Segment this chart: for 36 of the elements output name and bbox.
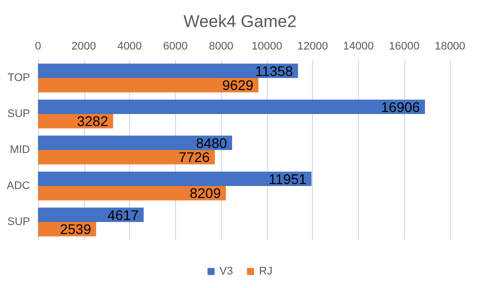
y-tick-label: ADC [6, 180, 30, 192]
data-label: 4617 [108, 206, 139, 223]
legend-label: RJ [259, 266, 272, 278]
x-tick-label: 6000 [163, 40, 188, 52]
bar [38, 150, 215, 164]
x-tick-label: 14000 [343, 40, 374, 52]
y-tick-label: TOP [8, 72, 30, 84]
data-label: 2539 [60, 221, 92, 238]
bar [38, 78, 258, 92]
bar [38, 172, 312, 186]
data-label: 7726 [178, 149, 210, 166]
y-tick-label: MID [10, 144, 30, 156]
data-label: 3282 [76, 113, 108, 130]
x-tick-label: 12000 [297, 40, 328, 52]
data-label: 11358 [255, 62, 294, 79]
x-tick-label: 8000 [208, 40, 234, 52]
x-tick-label: 4000 [117, 40, 142, 52]
legend-label: V3 [220, 266, 234, 278]
y-tick-label: SUP [7, 216, 30, 228]
x-tick-label: 0 [34, 40, 42, 52]
y-tick-label: SUP [7, 108, 30, 120]
bar [38, 64, 298, 78]
bar [38, 208, 144, 222]
data-label: 9629 [222, 77, 254, 94]
data-label: 8480 [196, 134, 228, 151]
bar [38, 136, 232, 150]
x-tick-label: 18000 [434, 40, 466, 52]
data-label: 11951 [268, 170, 307, 187]
chart-title: Week4 Game2 [183, 12, 297, 31]
x-tick-label: 16000 [388, 40, 420, 52]
data-label: 8209 [190, 185, 222, 202]
bar [38, 186, 226, 200]
data-label: 16906 [381, 98, 420, 115]
x-tick-label: 10000 [252, 40, 282, 52]
x-tick-label: 2000 [72, 40, 96, 52]
bar [38, 100, 425, 114]
